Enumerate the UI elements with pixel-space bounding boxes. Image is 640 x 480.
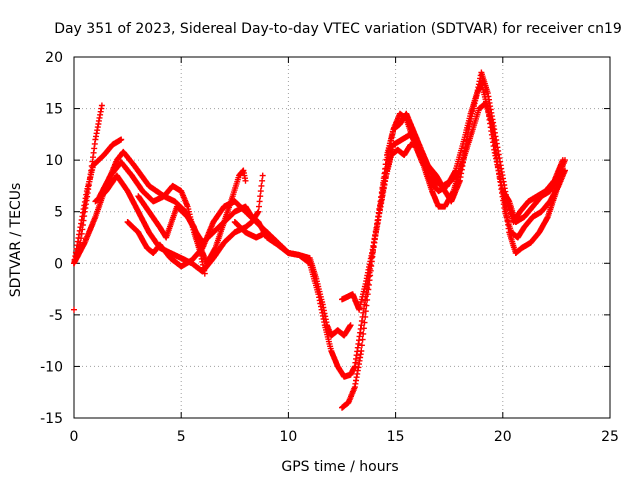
y-tick-labels: -15 -10 -5 0 5 10 15 20 <box>40 50 63 427</box>
series-marks <box>499 157 568 225</box>
x-axis-label: GPS time / hours <box>281 459 398 475</box>
y-tick-label: 20 <box>45 50 63 66</box>
plot-frame <box>73 56 611 419</box>
series-arc-8 <box>135 193 292 256</box>
series-arc-12 <box>371 79 566 256</box>
y-tick-label: -5 <box>49 308 63 324</box>
x-tick-labels: 0 5 10 15 20 25 <box>70 429 619 445</box>
x-tick-label: 5 <box>177 429 186 445</box>
x-tick-label: 20 <box>494 429 512 445</box>
axis-ticks <box>73 56 611 419</box>
chart-title: Day 351 of 2023, Sidereal Day-to-day VTE… <box>54 21 622 37</box>
y-tick-label: 0 <box>54 256 63 272</box>
data-series <box>71 69 568 411</box>
x-tick-label: 25 <box>601 429 619 445</box>
x-tick-label: 10 <box>279 429 297 445</box>
x-tick-label: 15 <box>387 429 405 445</box>
y-tick-label: -15 <box>40 411 63 427</box>
series-arc-1 <box>71 306 77 313</box>
series-marks <box>71 306 77 313</box>
y-tick-label: -10 <box>40 359 63 375</box>
y-tick-label: 15 <box>45 102 63 118</box>
series-arc-13 <box>499 157 568 225</box>
series-marks <box>371 79 566 256</box>
y-tick-label: 10 <box>45 153 63 169</box>
x-tick-label: 0 <box>70 429 79 445</box>
series-marks <box>135 193 292 256</box>
y-axis-label: SDTVAR / TECUs <box>8 183 24 298</box>
y-tick-label: 5 <box>54 205 63 221</box>
